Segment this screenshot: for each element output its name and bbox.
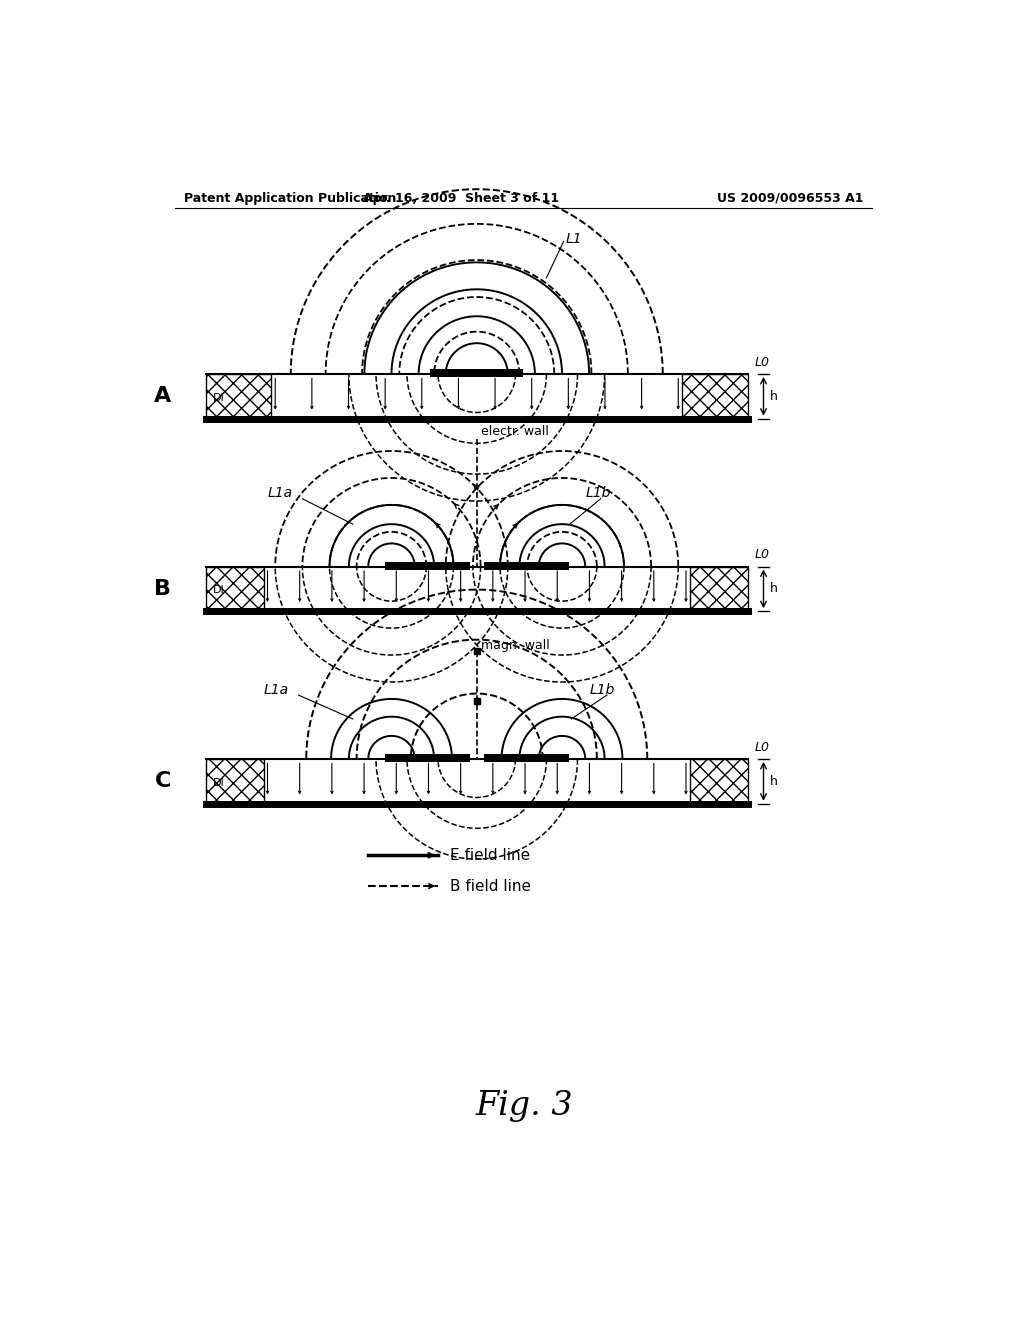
Text: B: B <box>155 579 171 599</box>
Text: DI: DI <box>213 777 225 788</box>
Text: L1b: L1b <box>586 486 610 500</box>
Text: Patent Application Publication: Patent Application Publication <box>183 191 396 205</box>
Text: US 2009/0096553 A1: US 2009/0096553 A1 <box>717 191 863 205</box>
Bar <box>206 759 263 804</box>
Bar <box>690 759 748 804</box>
Bar <box>206 566 263 611</box>
Text: B field line: B field line <box>450 879 530 894</box>
Bar <box>385 755 470 762</box>
Text: C: C <box>155 771 171 791</box>
Text: Apr. 16, 2009  Sheet 3 of 11: Apr. 16, 2009 Sheet 3 of 11 <box>364 191 559 205</box>
Text: magn. wall: magn. wall <box>480 639 549 652</box>
Text: h: h <box>770 582 777 595</box>
Text: L0: L0 <box>755 356 769 370</box>
Text: L1b: L1b <box>589 682 614 697</box>
Bar <box>385 562 470 570</box>
Bar <box>682 374 748 418</box>
Bar <box>206 374 271 418</box>
Text: L1: L1 <box>566 232 583 247</box>
Bar <box>430 370 523 378</box>
Text: DI: DI <box>213 585 225 595</box>
Text: h: h <box>770 775 777 788</box>
Text: L0: L0 <box>755 741 769 754</box>
Text: DI: DI <box>213 393 225 403</box>
Text: electr. wall: electr. wall <box>480 425 549 438</box>
Bar <box>690 566 748 611</box>
Bar <box>483 755 569 762</box>
Bar <box>483 562 569 570</box>
Text: L0: L0 <box>755 548 769 561</box>
Text: E field line: E field line <box>450 847 529 863</box>
Text: Fig. 3: Fig. 3 <box>476 1089 573 1122</box>
Text: A: A <box>155 387 171 407</box>
Text: L1a: L1a <box>263 682 289 697</box>
Text: L1a: L1a <box>267 486 293 500</box>
Text: h: h <box>770 389 777 403</box>
